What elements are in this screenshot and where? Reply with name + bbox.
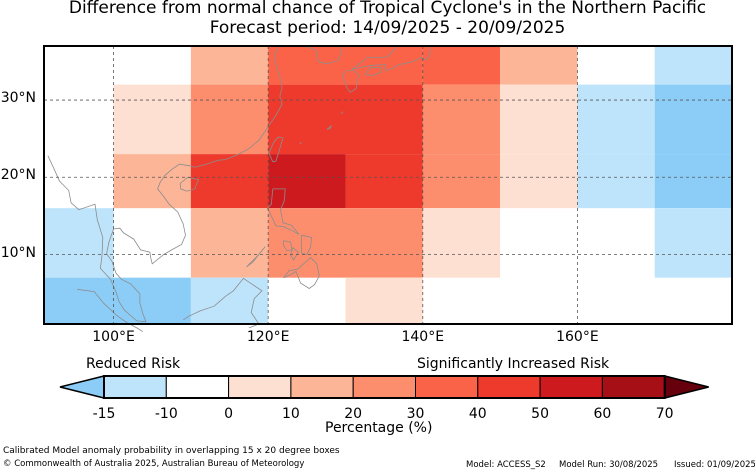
coastline [364,67,382,76]
coastline [342,69,360,93]
risk-cell [577,84,655,155]
risk-cell [345,277,423,324]
coastlines [47,45,431,333]
coastline [299,142,302,145]
coastline [326,125,332,130]
colorbar-segment [103,375,167,399]
graticule [44,46,732,324]
colorbar-tick-label: 10 [281,406,300,422]
colorbar-segment [165,375,230,399]
coastline [268,136,284,163]
risk-cell [44,277,191,324]
coastline [179,176,200,192]
risk-cell [44,208,114,278]
coastline [303,45,342,65]
coastline [300,234,312,255]
map-frame [43,45,733,325]
risk-cell [190,84,269,155]
footer-model: Model: ACCESS_S2 [466,460,546,470]
risk-cell [654,208,732,278]
footer-issued: Issued: 01/09/2025 [674,460,755,470]
colorbar-segment [539,375,603,399]
colorbar-tick-label: 40 [468,406,487,422]
lon-tick-label: 120°E [246,329,290,345]
colorbar-tick-label: -10 [154,406,178,422]
risk-cell [500,154,578,209]
risk-cell [500,46,578,85]
risk-cell [113,154,191,209]
lat-tick-label: 20°N [0,167,36,184]
risk-cell [190,277,269,324]
risk-cell [422,208,501,278]
risk-cell [654,154,732,209]
coastline [77,288,144,333]
risk-cell [190,46,269,85]
coastline [340,111,344,115]
risk-cell [422,84,501,155]
colorbar-tick-label: 50 [531,406,549,422]
footer-run: Model Run: 30/08/2025 [559,460,659,470]
coastline [182,277,263,329]
colorbar-tick-label: -15 [92,406,116,422]
risk-cell [268,84,423,155]
risk-cell [190,208,269,278]
reduced-risk-label: Reduced Risk [86,356,181,372]
lat-tick-label: 10°N [0,244,36,261]
colorbar-tick-label: 60 [593,406,612,422]
lon-tick-label: 140°E [401,329,445,345]
coastline [47,155,147,323]
colorbar-tick-label: 70 [655,406,674,422]
risk-cell [345,154,423,209]
risk-cell [422,46,501,85]
colorbar-tick-label: 20 [344,406,363,422]
risk-cell [268,154,346,209]
title-line-1: Difference from normal chance of Tropica… [68,0,707,18]
risk-cell [268,46,423,85]
risk-cell [113,84,191,155]
colorbar [59,375,709,399]
colorbar-over-arrow [663,375,709,399]
colorbar-frame [103,375,666,399]
lon-tick-label: 160°E [556,329,599,345]
coastline [290,247,299,261]
title-line-2: Forecast period: 14/09/2025 - 20/09/2025 [209,18,566,38]
coastline [352,45,431,72]
colorbar-tick-label: 0 [224,406,234,422]
risk-cell [654,46,732,85]
lon-tick-label: 100°E [92,329,135,345]
footer-copyright: © Commonwealth of Australia 2025, Austra… [3,459,305,469]
increased-risk-label: Significantly Increased Risk [417,356,610,372]
risk-cell [577,154,655,209]
colorbar-tick-label: 30 [406,406,425,422]
risk-cell [190,154,269,209]
coastline [106,45,283,322]
coastline [352,45,399,70]
risk-cell [654,84,732,155]
risk-cells [44,46,732,324]
colorbar-under-arrow [59,375,105,399]
colorbar-segment [228,375,292,399]
colorbar-segment [415,375,479,399]
risk-cell [500,84,578,155]
lat-tick-label: 30°N [0,90,36,107]
colorbar-axis-label: Percentage (%) [325,420,433,436]
colorbar-segment [601,375,666,399]
coastline [283,257,320,289]
coastline [283,240,293,252]
risk-cell [268,208,423,278]
coastline [246,246,266,268]
colorbar-segment [352,375,417,399]
risk-cell [422,154,501,209]
colorbar-segment [290,375,354,399]
footer-note: Calibrated Model anomaly probability in … [3,446,340,456]
colorbar-segment [477,375,541,399]
